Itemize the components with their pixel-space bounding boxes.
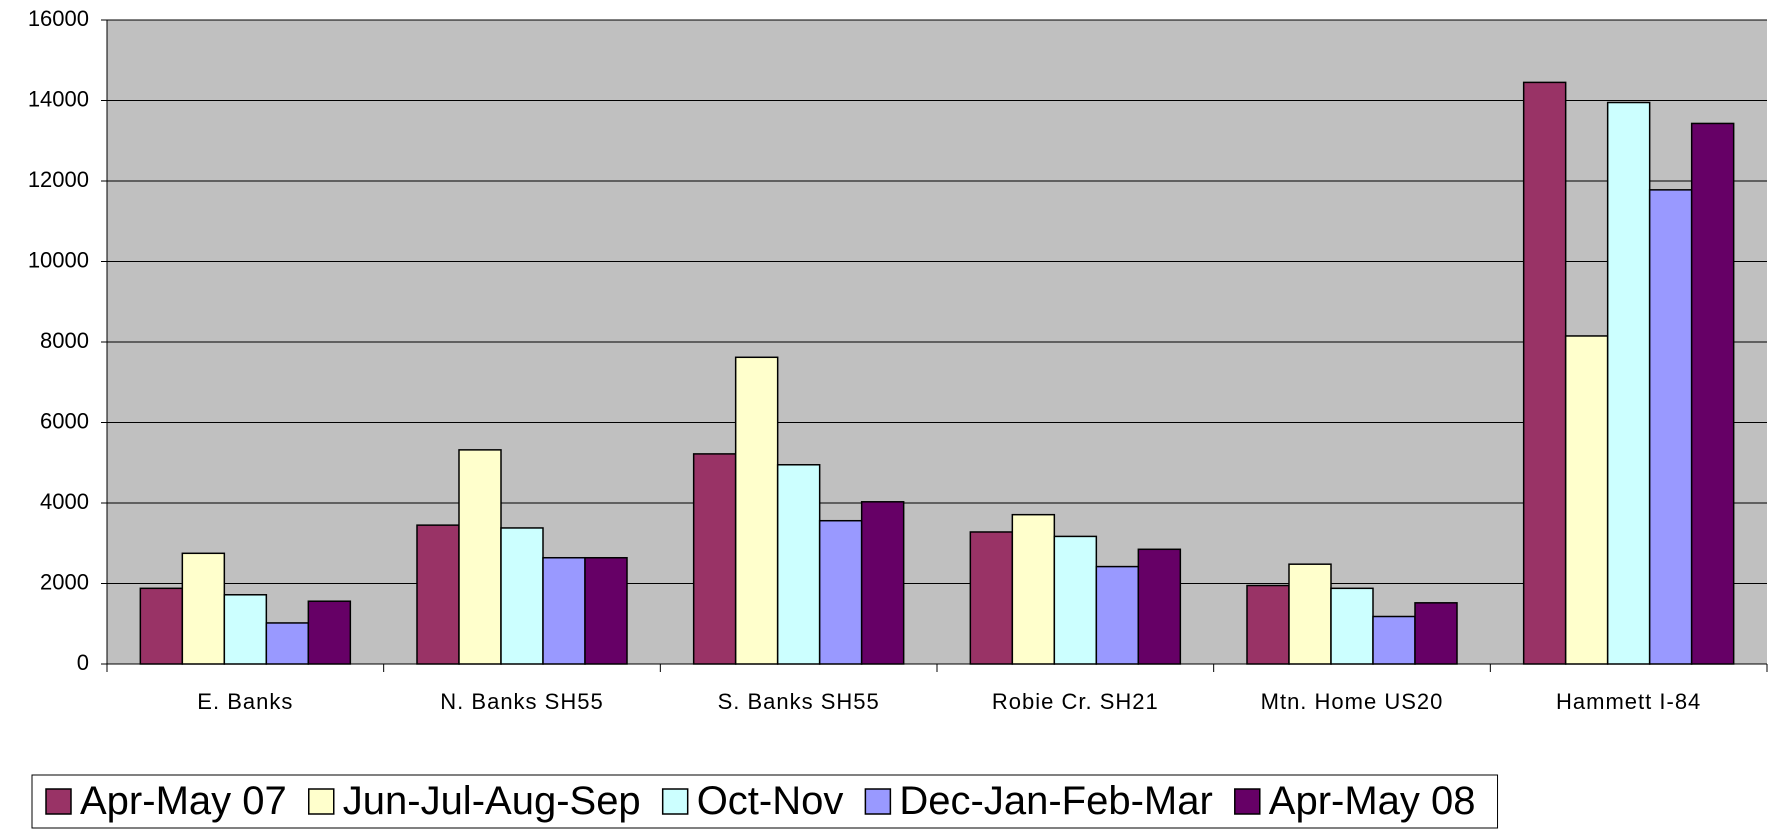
bar [1288, 563, 1332, 665]
legend-swatch [45, 788, 72, 815]
bar [1414, 602, 1458, 665]
y-tick-label: 14000 [28, 86, 89, 111]
bar [1522, 81, 1567, 665]
bar [1246, 584, 1290, 665]
y-tick-label: 6000 [40, 408, 89, 433]
x-tick-label: Robie Cr. SH21 [992, 689, 1159, 714]
x-tick-label: S. Banks SH55 [718, 689, 880, 714]
bar [542, 556, 586, 665]
bar [1137, 548, 1182, 665]
x-tick-label: N. Banks SH55 [440, 689, 603, 714]
bar [1095, 565, 1140, 665]
bar [500, 527, 544, 665]
legend-label: Apr-May 08 [1269, 779, 1476, 823]
bar [1330, 587, 1374, 665]
bar [139, 587, 184, 665]
bar [776, 464, 821, 665]
bar [692, 453, 737, 665]
bar [584, 556, 628, 665]
y-tick-label: 2000 [40, 569, 89, 594]
bar [818, 519, 863, 665]
bar [307, 600, 352, 665]
legend-label: Oct-Nov [697, 779, 844, 823]
x-tick-label: Hammett I-84 [1556, 689, 1701, 714]
x-tick-label: E. Banks [197, 689, 293, 714]
y-tick-label: 10000 [28, 247, 89, 272]
bar [734, 356, 779, 665]
y-tick-label: 16000 [28, 6, 89, 31]
bar [1690, 122, 1735, 665]
y-tick-label: 4000 [40, 489, 89, 514]
bar [416, 524, 460, 665]
legend-label: Apr-May 07 [80, 779, 287, 823]
bar [1372, 615, 1416, 665]
legend-swatch [661, 788, 689, 815]
bar [265, 622, 310, 665]
legend-label: Dec-Jan-Feb-Mar [899, 779, 1212, 823]
y-tick-label: 8000 [40, 328, 89, 353]
bar [969, 531, 1014, 665]
legend-label: Jun-Jul-Aug-Sep [343, 779, 641, 823]
legend-swatch [864, 788, 892, 815]
bar [1011, 513, 1056, 665]
bar [1648, 189, 1693, 665]
bar [181, 552, 226, 665]
legend-swatch [1234, 788, 1261, 815]
y-tick-label: 0 [77, 650, 89, 675]
legend-swatch [308, 788, 335, 815]
y-tick-label: 12000 [28, 167, 89, 192]
bar [458, 449, 502, 665]
bar [1564, 335, 1609, 665]
bar [860, 501, 905, 665]
x-tick-label: Mtn. Home US20 [1261, 689, 1444, 714]
bar [223, 594, 268, 665]
bar [1053, 535, 1098, 665]
bar [1606, 101, 1651, 665]
